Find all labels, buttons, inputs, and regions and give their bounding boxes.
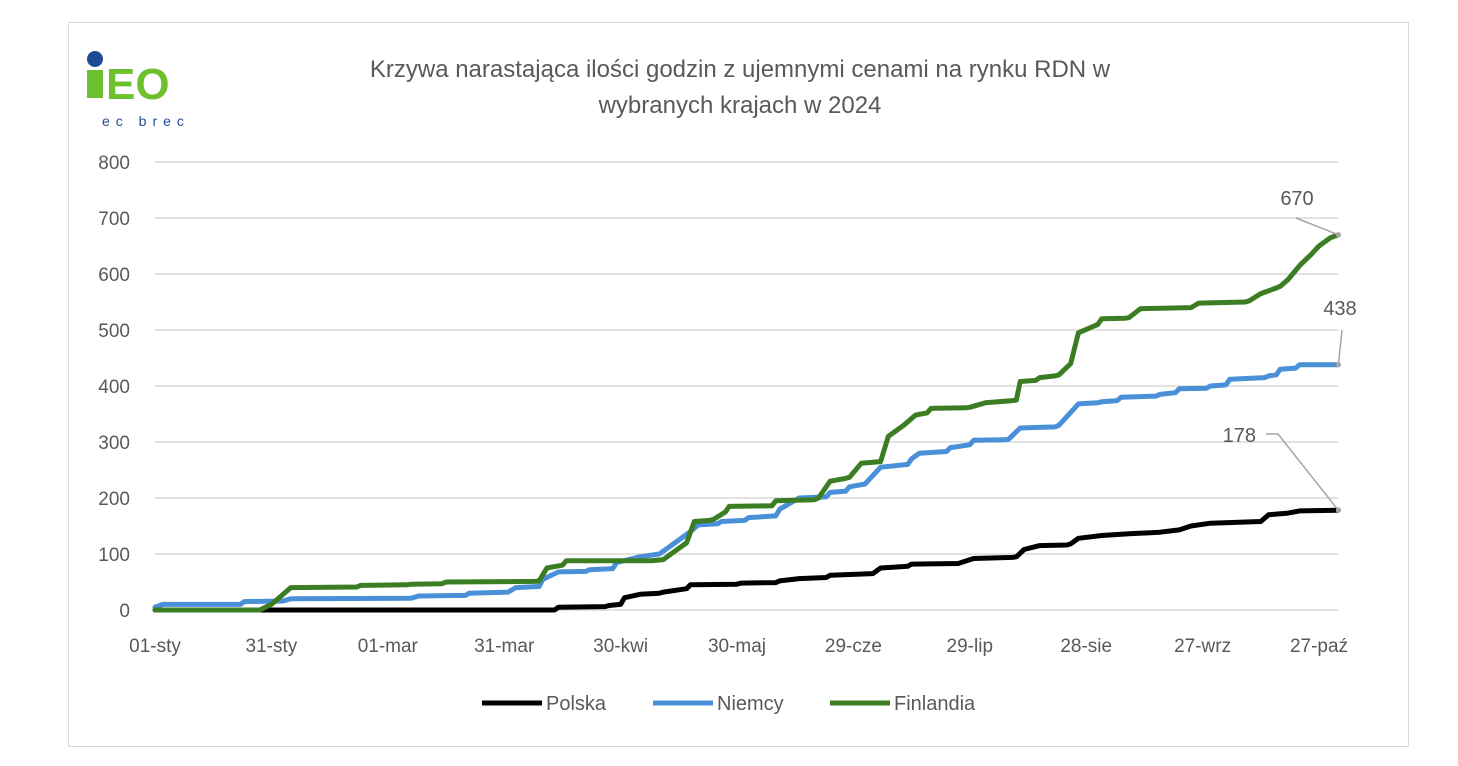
logo-eo: EO <box>106 60 170 109</box>
y-tick-label: 100 <box>98 545 130 566</box>
y-tick-label: 500 <box>98 321 130 342</box>
ieo-logo: EO ec brec <box>87 51 190 129</box>
chart-title: Krzywa narastająca ilości godzin z ujemn… <box>240 52 1240 124</box>
legend-label-niemcy: Niemcy <box>717 693 784 715</box>
x-tick-label: 27-paź <box>1290 636 1348 657</box>
series-line-finlandia <box>152 232 1341 613</box>
series-line-polska <box>152 507 1341 613</box>
chart-frame <box>68 22 1409 747</box>
y-tick-label: 800 <box>98 153 130 174</box>
end-marker <box>1335 507 1341 513</box>
leader-line <box>1295 217 1339 236</box>
logo-subtitle: ec brec <box>102 113 190 129</box>
y-tick-label: 600 <box>98 265 130 286</box>
x-tick-label: 28-sie <box>1060 636 1112 657</box>
x-tick-label: 31-sty <box>246 636 298 657</box>
legend-label-polska: Polska <box>546 693 607 715</box>
y-tick-label: 200 <box>98 489 130 510</box>
end-marker <box>1335 362 1341 368</box>
leader-line <box>1337 329 1343 365</box>
y-tick-label: 400 <box>98 377 130 398</box>
legend-label-finlandia: Finlandia <box>894 693 976 715</box>
data-label-polska: 178 <box>1223 425 1256 447</box>
chart-title-line-1: Krzywa narastająca ilości godzin z ujemn… <box>369 56 1111 83</box>
x-tick-label: 31-mar <box>474 636 535 657</box>
x-tick-label: 30-kwi <box>593 636 648 657</box>
x-tick-label: 01-sty <box>129 636 181 657</box>
end-marker <box>1335 232 1341 238</box>
y-tick-label: 0 <box>119 601 130 622</box>
data-label-finlandia: 670 <box>1280 188 1313 210</box>
x-tick-label: 29-cze <box>825 636 882 657</box>
x-tick-label: 30-maj <box>708 636 766 657</box>
x-tick-label: 01-mar <box>358 636 419 657</box>
series-line-niemcy <box>152 362 1341 610</box>
x-tick-label: 27-wrz <box>1174 636 1231 657</box>
y-tick-label: 700 <box>98 209 130 230</box>
data-label-niemcy: 438 <box>1323 298 1356 320</box>
x-tick-label: 29-lip <box>947 636 993 657</box>
logo-dot <box>87 51 103 67</box>
logo-i <box>87 70 103 98</box>
y-tick-label: 300 <box>98 433 130 454</box>
leader-line <box>1266 433 1339 511</box>
chart-title-line-2: wybranych krajach w 2024 <box>598 92 882 119</box>
